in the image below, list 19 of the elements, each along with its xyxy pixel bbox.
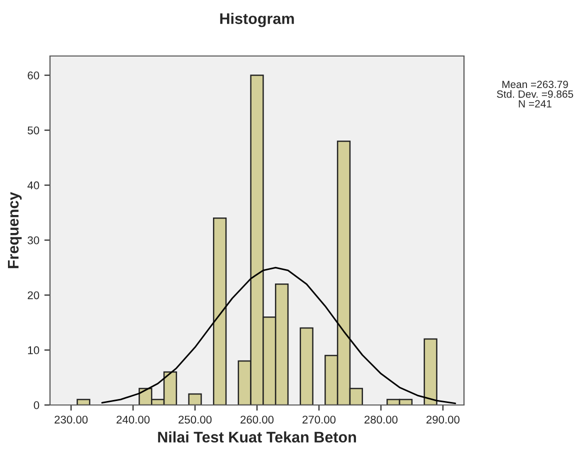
y-axis-title: Frequency: [8, 192, 22, 268]
line-series: [101, 266, 456, 404]
y-tick-label: 10: [28, 346, 40, 354]
x-axis-title: Nilai Test Kuat Tekan Beton: [158, 431, 356, 443]
text: Mean =263.79 Std. Dev. =9.865 N =241: [496, 80, 574, 108]
x-tick-label: 290.00: [426, 416, 460, 424]
chart-title: Histogram: [220, 12, 294, 28]
y-tick-label: 40: [27, 181, 40, 190]
y-tick-label: 50: [28, 126, 40, 134]
x-tick-label: 270.00: [302, 416, 336, 424]
y-tick-label: 0: [34, 401, 40, 410]
y-tick-label: 30: [28, 236, 40, 244]
x-tick-label: 230.00: [54, 416, 88, 424]
x-tick-label: 280.00: [364, 416, 398, 424]
y-tick-label: 60: [28, 72, 40, 80]
x-tick-label: 250.00: [178, 416, 212, 424]
x-tick-label: 260.00: [240, 416, 274, 424]
x-tick-label: 240.00: [116, 416, 150, 424]
y-tick-label: 20: [28, 291, 40, 300]
